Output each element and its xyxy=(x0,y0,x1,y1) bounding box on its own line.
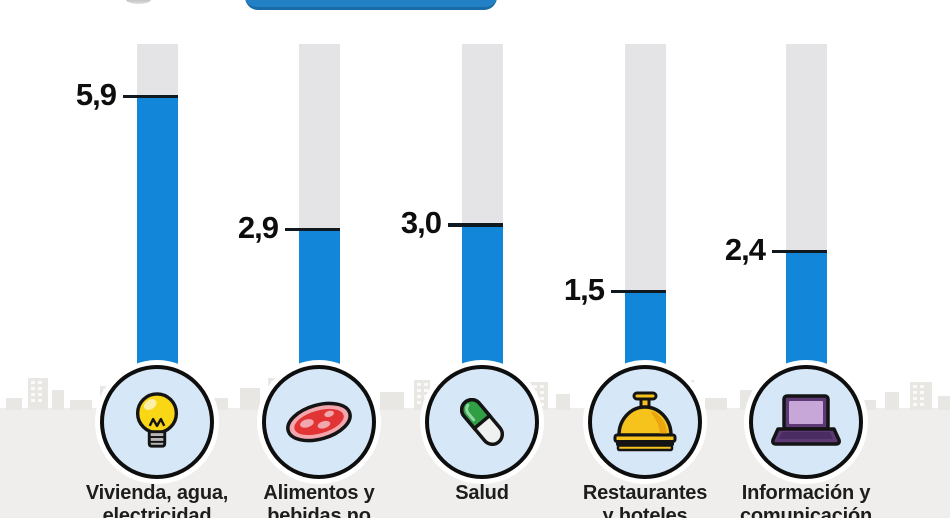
header-pill-cutoff xyxy=(245,0,497,10)
category-icon-circle xyxy=(425,365,539,479)
bar-fill xyxy=(462,225,503,368)
category-label-line1: Restaurantes xyxy=(582,482,708,504)
category-icon-circle xyxy=(749,365,863,479)
value-label: 3,0 xyxy=(400,205,442,241)
bar-group: 2,9 xyxy=(238,0,340,518)
bar-group: 2,4 xyxy=(725,0,827,518)
service-bell-icon xyxy=(613,391,677,452)
category-icon-circle xyxy=(588,365,702,479)
bar-fill xyxy=(786,251,827,368)
value-tick-line xyxy=(772,249,827,254)
bar-group: 5,9 xyxy=(76,0,178,518)
value-tick-line xyxy=(611,289,666,294)
category-label-line1: Información y xyxy=(741,482,871,504)
category-icon-circle xyxy=(100,365,214,479)
category-label: Salud xyxy=(372,482,592,505)
category-label: Información y comunicación xyxy=(696,482,916,518)
value-tick-line xyxy=(448,223,503,227)
value-label: 2,4 xyxy=(724,231,766,267)
bar-group: 1,5 xyxy=(564,0,666,518)
value-tick-line xyxy=(285,227,340,232)
pill-icon xyxy=(459,397,505,447)
value-label: 5,9 xyxy=(75,76,117,112)
bar-fill xyxy=(625,291,666,368)
category-label-line2: bebidas no xyxy=(267,505,371,518)
category-label-line1: Salud xyxy=(455,482,509,504)
lightbulb-icon xyxy=(135,392,179,448)
category-label-line1: Vivienda, agua, xyxy=(85,482,229,504)
value-tick-line xyxy=(123,94,178,99)
category-label-line2: comunicación xyxy=(739,505,873,518)
laptop-icon xyxy=(771,394,841,446)
meat-icon xyxy=(286,401,352,443)
category-label: Restaurantes y hoteles xyxy=(535,482,755,518)
category-label: Alimentos y bebidas no xyxy=(209,482,429,518)
bar-group: 3,0 xyxy=(401,0,503,518)
category-icon-circle xyxy=(262,365,376,479)
category-label-line2: electricidad xyxy=(102,505,212,518)
value-label: 1,5 xyxy=(563,271,605,307)
category-label-line1: Alimentos y xyxy=(263,482,375,504)
bar-fill xyxy=(137,96,178,368)
bar-fill xyxy=(299,229,340,368)
category-label-line2: y hoteles xyxy=(602,505,688,518)
category-label: Vivienda, agua, electricidad xyxy=(47,482,267,518)
cutoff-graphic xyxy=(126,0,151,4)
value-label: 2,9 xyxy=(237,209,279,245)
